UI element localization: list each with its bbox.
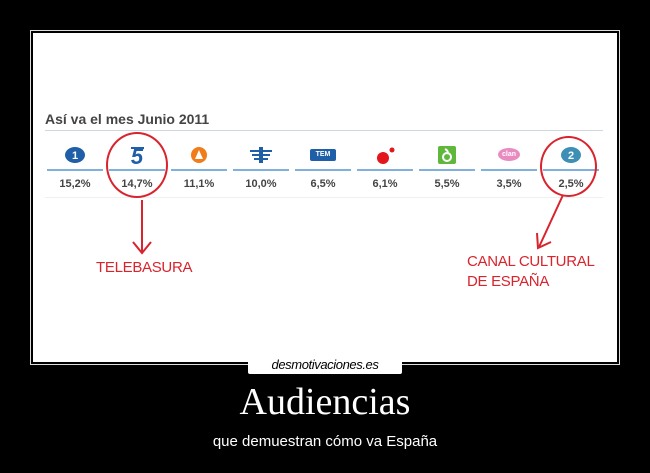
highlight-circle-la2 (540, 136, 597, 197)
arrow-down-left-icon (536, 194, 564, 250)
share-value: 3,5% (496, 178, 522, 190)
poster-subtitle: que demuestran cómo va España (212, 433, 438, 450)
antena3-logo-icon (191, 147, 207, 163)
highlight-circle-telecinco (106, 132, 168, 198)
la1-logo-icon: 1 (65, 147, 85, 163)
channel-forta: 10,0% (231, 141, 291, 201)
forta-logo-icon (250, 147, 272, 163)
channel-la1: 1 15,2% (45, 141, 105, 201)
channel-cuatro: 6,1% (355, 141, 415, 201)
audience-heading: Así va el mes Junio 2011 (45, 111, 210, 127)
svg-text:1: 1 (72, 150, 78, 162)
poster-image: Así va el mes Junio 2011 1 15,2% 5 14,7%… (33, 33, 617, 362)
share-value: 11,1% (183, 178, 215, 190)
share-value: 15,2% (59, 178, 91, 190)
cuatro-logo-icon (377, 147, 395, 164)
lasexta-logo-icon (438, 146, 456, 164)
watermark-bar: desmotivaciones.es (248, 356, 402, 374)
callout-telebasura: TELEBASURA (96, 259, 193, 276)
channel-row-divider (45, 197, 603, 198)
channel-lasexta: 5,5% (417, 141, 477, 201)
clan-logo-icon: clan (498, 148, 520, 161)
share-value: 10,0% (245, 178, 277, 190)
tem-logo-icon: TEM (310, 149, 336, 161)
callout-canal-cultural: CANAL CULTURAL DE ESPAÑA (467, 253, 595, 290)
poster-title: Audiencias (239, 381, 411, 423)
channel-tem: TEM 6,5% (293, 141, 353, 201)
watermark-text: desmotivaciones.es (271, 357, 379, 372)
share-value: 6,1% (372, 178, 398, 190)
share-value: 5,5% (434, 178, 460, 190)
arrow-down-icon (132, 200, 152, 255)
heading-divider (45, 130, 603, 131)
channel-antena3: 11,1% (169, 141, 229, 201)
share-value: 6,5% (310, 178, 336, 190)
channel-clan: clan 3,5% (479, 141, 539, 201)
